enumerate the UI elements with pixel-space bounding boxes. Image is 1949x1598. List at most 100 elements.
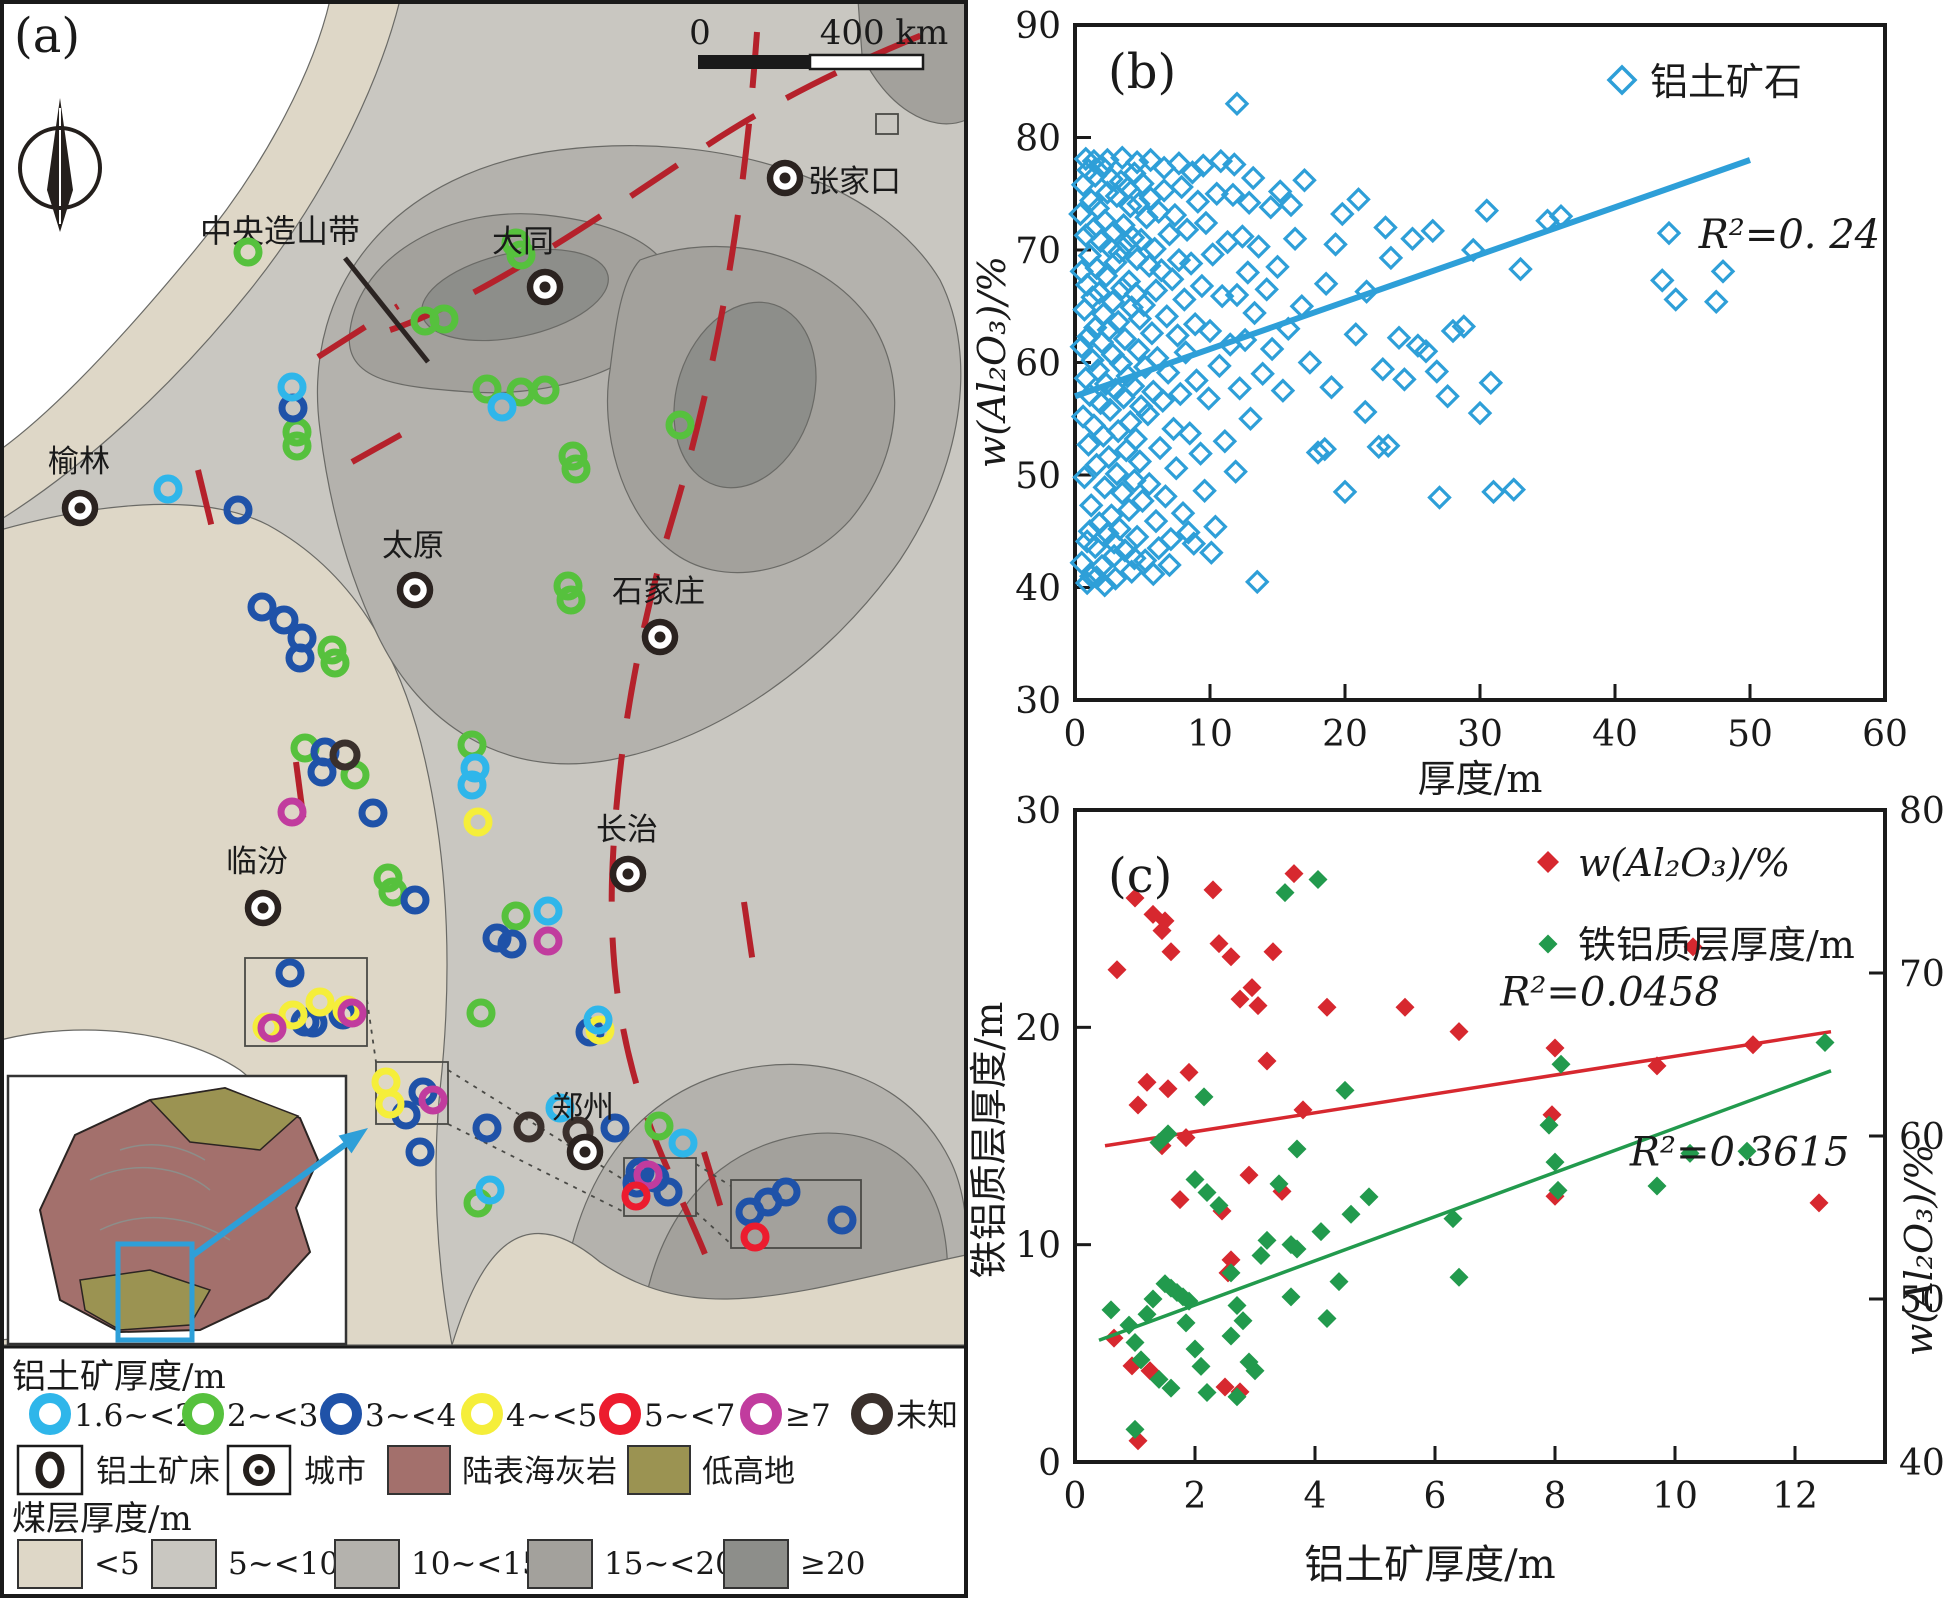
data-point-open-diamond bbox=[1146, 199, 1171, 225]
right-y-tick-label: 60 bbox=[1899, 1117, 1945, 1158]
legend-circle-site_c2 bbox=[182, 1393, 224, 1435]
left-y-tick-label: 0 bbox=[1038, 1443, 1061, 1484]
data-point-open-diamond bbox=[1378, 245, 1404, 271]
data-point-diamond bbox=[1227, 1296, 1247, 1316]
city-marker bbox=[61, 489, 99, 527]
legend-city-label: 城市 bbox=[304, 1454, 366, 1490]
data-point-open-diamond bbox=[1101, 219, 1127, 245]
r-squared-annotation: R²=0. 24 bbox=[1698, 212, 1880, 258]
panel-b-dynamic-layer: 0 10 20 30 40 50 60 30 40 50 60 70 80 90 铝土矿石 R²=0. 24 bbox=[1015, 6, 1908, 755]
data-point-diamond bbox=[1101, 1300, 1121, 1320]
data-point-diamond bbox=[1176, 1128, 1196, 1148]
legend-coal-swatch bbox=[334, 1539, 400, 1589]
city-label: 石家庄 bbox=[612, 574, 705, 610]
city-marker bbox=[526, 268, 564, 306]
legend-class-label: 2~<3 bbox=[227, 1398, 318, 1434]
bauxite-site-marker-c3 bbox=[275, 958, 305, 988]
panel-a-letter: (a) bbox=[14, 8, 80, 64]
x-tick-label: 10 bbox=[1187, 714, 1233, 755]
city-label: 长治 bbox=[596, 812, 658, 848]
data-point-diamond bbox=[1329, 1272, 1349, 1292]
data-point-open-diamond bbox=[1474, 198, 1500, 223]
data-point-open-diamond bbox=[1072, 297, 1097, 322]
data-point-diamond bbox=[1221, 1250, 1241, 1270]
data-point-diamond bbox=[1548, 1180, 1568, 1200]
data-point-open-diamond bbox=[1124, 246, 1150, 272]
data-point-diamond bbox=[1176, 1313, 1196, 1333]
panel-c-letter: (c) bbox=[1108, 848, 1172, 904]
legend-coal-label: <5 bbox=[94, 1546, 140, 1582]
bauxite-site-marker-c1 bbox=[475, 1175, 505, 1205]
legend-class-label: 5~<7 bbox=[644, 1398, 735, 1434]
inset-lowland-region bbox=[148, 1087, 300, 1151]
y-tick-label: 80 bbox=[1015, 119, 1061, 160]
data-point-open-diamond bbox=[1185, 189, 1211, 214]
data-point-open-diamond bbox=[1508, 256, 1533, 282]
data-point-open-diamond bbox=[1203, 514, 1228, 540]
data-point-open-diamond bbox=[1649, 268, 1675, 293]
legend-lowland-label: 低高地 bbox=[702, 1454, 795, 1490]
legend-circle-site_c7 bbox=[851, 1393, 893, 1435]
data-point-open-diamond bbox=[1168, 381, 1193, 407]
data-point-open-diamond bbox=[1501, 477, 1527, 502]
data-point-open-diamond bbox=[1069, 334, 1095, 360]
data-point-diamond bbox=[1230, 989, 1250, 1009]
bauxite-site-marker-c2 bbox=[233, 237, 263, 267]
bauxite-site-marker-c3 bbox=[497, 929, 527, 959]
bauxite-site-marker-c2 bbox=[317, 635, 347, 665]
data-point-open-diamond bbox=[1184, 368, 1209, 393]
data-point-diamond bbox=[1131, 1350, 1151, 1370]
data-point-diamond bbox=[1161, 1378, 1181, 1398]
panel-c-left-yaxis-label: 铁铝质层厚度/m bbox=[967, 1002, 1011, 1279]
data-point-open-diamond bbox=[1078, 493, 1104, 518]
data-point-diamond bbox=[1125, 1332, 1145, 1352]
bauxite-site-marker-c2 bbox=[558, 441, 588, 471]
legend-coal-label: 10~<15 bbox=[411, 1546, 542, 1582]
data-point-diamond bbox=[1317, 1309, 1337, 1329]
data-point-open-diamond bbox=[1146, 535, 1171, 561]
data-point-diamond bbox=[1545, 1152, 1565, 1172]
data-point-open-diamond bbox=[1254, 277, 1279, 302]
data-point-open-diamond bbox=[1105, 309, 1131, 335]
data-point-open-diamond bbox=[1136, 471, 1162, 497]
data-point-open-diamond bbox=[1088, 228, 1113, 254]
bauxite-site-marker-c4 bbox=[463, 807, 493, 837]
y-tick-label: 40 bbox=[1015, 569, 1061, 610]
data-point-diamond bbox=[1317, 997, 1337, 1017]
data-point-open-diamond bbox=[1074, 570, 1100, 596]
data-point-diamond bbox=[1158, 1079, 1178, 1099]
data-point-open-diamond bbox=[1188, 441, 1213, 466]
data-point-open-diamond bbox=[1118, 193, 1143, 219]
data-point-open-diamond bbox=[1323, 232, 1348, 257]
legend-limestone-swatch bbox=[387, 1445, 451, 1495]
legend-marker-diamond bbox=[1538, 934, 1558, 954]
x-tick-label: 6 bbox=[1424, 1476, 1447, 1517]
r-squared-annotation: R²=0.0458 bbox=[1499, 970, 1720, 1016]
data-point-open-diamond bbox=[1278, 192, 1304, 218]
city-dot-icon bbox=[539, 281, 551, 293]
data-point-diamond bbox=[1209, 1196, 1229, 1216]
legend-coal-label: 5~<10 bbox=[228, 1546, 339, 1582]
orogenic-belt-label: 中央造山带 bbox=[200, 212, 360, 250]
city-label: 郑州 bbox=[552, 1090, 614, 1126]
legend-coal-swatch bbox=[527, 1539, 593, 1589]
bauxite-site-marker-c6 bbox=[418, 1085, 448, 1115]
data-point-diamond bbox=[1137, 1072, 1157, 1092]
deposit-cluster-box bbox=[875, 113, 899, 135]
bauxite-site-marker-c6 bbox=[533, 926, 563, 956]
data-point-open-diamond bbox=[1080, 284, 1105, 310]
x-tick-label: 12 bbox=[1772, 1476, 1818, 1517]
data-point-open-diamond bbox=[1084, 565, 1109, 590]
data-point-open-diamond bbox=[1224, 282, 1250, 308]
legend-city-ring-icon bbox=[243, 1454, 275, 1486]
fault-line bbox=[701, 1151, 733, 1239]
y-tick-label: 50 bbox=[1015, 456, 1061, 497]
data-point-open-diamond bbox=[1147, 435, 1173, 461]
data-point-open-diamond bbox=[1244, 569, 1270, 595]
scale-bar: 0 400 km bbox=[689, 13, 948, 71]
data-point-diamond bbox=[1551, 1054, 1571, 1074]
data-point-diamond bbox=[1284, 864, 1304, 884]
bauxite-site-marker-c3 bbox=[307, 757, 337, 787]
data-point-diamond bbox=[1221, 947, 1241, 967]
data-point-open-diamond bbox=[1101, 543, 1127, 569]
